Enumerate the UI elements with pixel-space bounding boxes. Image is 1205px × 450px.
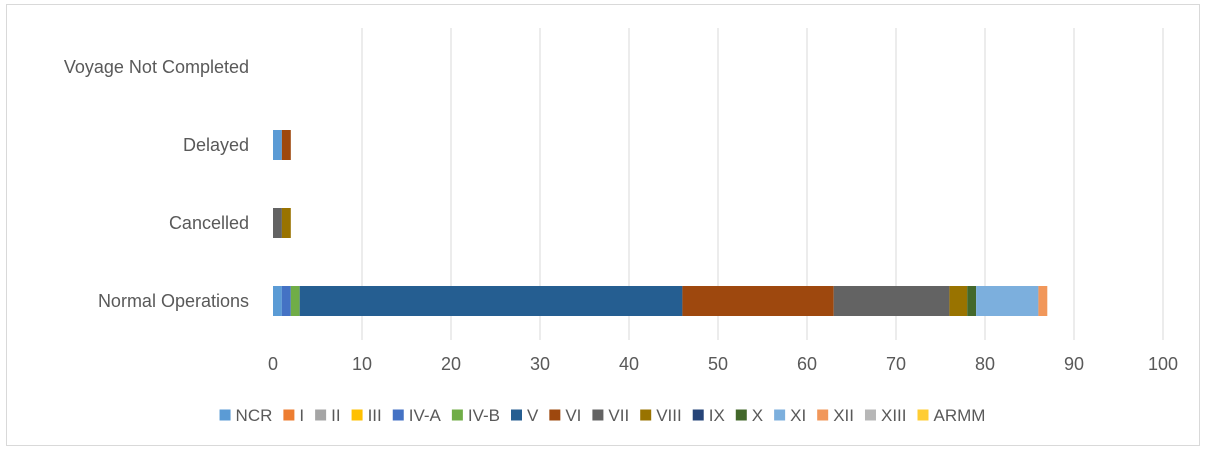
bar-segment-normal-operations-xi — [976, 286, 1039, 316]
legend-swatch — [735, 409, 747, 421]
category-label: Delayed — [183, 135, 249, 155]
legend-item-ncr: NCR — [219, 406, 273, 425]
bar-segment-normal-operations-viii — [949, 286, 968, 316]
bar-segment-normal-operations-x — [967, 286, 977, 316]
legend: NCR I II III IV-A IV-B V VI VII VIII IX X XI XII XIII A… — [219, 406, 986, 425]
legend-label: IV-A — [409, 406, 442, 425]
bar-segment-normal-operations-vi — [682, 286, 834, 316]
x-tick-label: 30 — [530, 354, 550, 374]
legend-label: X — [752, 406, 763, 425]
legend-swatch — [392, 409, 404, 421]
legend-label: IX — [709, 406, 725, 425]
legend-item-viii: VIII — [640, 406, 682, 425]
legend-item-armm: ARMM — [917, 406, 986, 425]
legend-label: XI — [790, 406, 806, 425]
bar-segment-normal-operations-xii — [1038, 286, 1048, 316]
legend-swatch — [917, 409, 929, 421]
legend-label: II — [331, 406, 340, 425]
legend-label: XII — [833, 406, 854, 425]
legend-label: NCR — [236, 406, 273, 425]
bar-segment-delayed-vi — [281, 130, 291, 160]
legend-item-iii: III — [351, 406, 382, 425]
legend-swatch — [283, 409, 295, 421]
category-label: Cancelled — [169, 213, 249, 233]
legend-label: IV-B — [468, 406, 500, 425]
legend-label: V — [527, 406, 539, 425]
x-tick-label: 70 — [886, 354, 906, 374]
legend-item-xiii: XIII — [864, 406, 907, 425]
legend-item-vii: VII — [592, 406, 629, 425]
legend-item-xii: XII — [817, 406, 854, 425]
category-labels: Normal Operations Cancelled Delayed Voyage … — [64, 57, 249, 311]
category-label: Normal Operations — [98, 291, 249, 311]
legend-item-x: X — [735, 406, 763, 425]
legend-label: I — [299, 406, 304, 425]
x-tick-label: 40 — [619, 354, 639, 374]
x-tick-label: 20 — [441, 354, 461, 374]
legend-item-vi: VI — [549, 406, 581, 425]
legend-swatch — [549, 409, 561, 421]
legend-item-iv-a: IV-A — [392, 406, 442, 425]
bar-segment-normal-operations-vii — [833, 286, 950, 316]
legend-swatch — [864, 409, 876, 421]
bar-segment-delayed-ncr — [273, 130, 282, 160]
legend-swatch — [351, 409, 363, 421]
legend-item-v: V — [511, 406, 539, 425]
category-label: Voyage Not Completed — [64, 57, 249, 77]
legend-swatch — [511, 409, 522, 421]
legend-swatch — [315, 409, 327, 421]
legend-item-iv-b: IV-B — [451, 406, 500, 425]
x-tick-label: 80 — [975, 354, 995, 374]
x-tick-label: 0 — [268, 354, 278, 374]
x-axis-tick-labels: 0 10 20 30 40 50 60 70 80 90 100 — [268, 354, 1178, 374]
x-tick-label: 90 — [1064, 354, 1084, 374]
x-tick-label: 50 — [708, 354, 728, 374]
legend-swatch — [592, 409, 604, 421]
bar-segment-normal-operations-v — [299, 286, 683, 316]
x-tick-label: 100 — [1148, 354, 1178, 374]
legend-label: VII — [608, 406, 629, 425]
bar-segment-normal-operations-iv-a — [281, 286, 291, 316]
legend-item-ix: IX — [692, 406, 725, 425]
x-tick-label: 60 — [797, 354, 817, 374]
legend-swatch — [640, 409, 652, 421]
bar-segment-normal-operations-iv-b — [290, 286, 300, 316]
legend-swatch — [451, 409, 463, 421]
legend-label: ARMM — [934, 406, 986, 425]
bars — [273, 130, 1048, 316]
legend-swatch — [692, 409, 704, 421]
bar-segment-cancelled-viii — [281, 208, 291, 238]
bar-segment-cancelled-vii — [273, 208, 282, 238]
x-tick-label: 10 — [352, 354, 372, 374]
legend-label: VIII — [656, 406, 682, 425]
legend-swatch — [219, 409, 231, 421]
legend-item-xi: XI — [774, 406, 806, 425]
legend-item-ii: II — [315, 406, 341, 425]
legend-item-i: I — [283, 406, 304, 425]
legend-label: III — [368, 406, 382, 425]
bar-segment-normal-operations-ncr — [273, 286, 282, 316]
legend-label: XIII — [881, 406, 907, 425]
legend-swatch — [774, 409, 786, 421]
chart-frame — [6, 4, 1200, 446]
legend-swatch — [817, 409, 829, 421]
legend-label: VI — [565, 406, 581, 425]
